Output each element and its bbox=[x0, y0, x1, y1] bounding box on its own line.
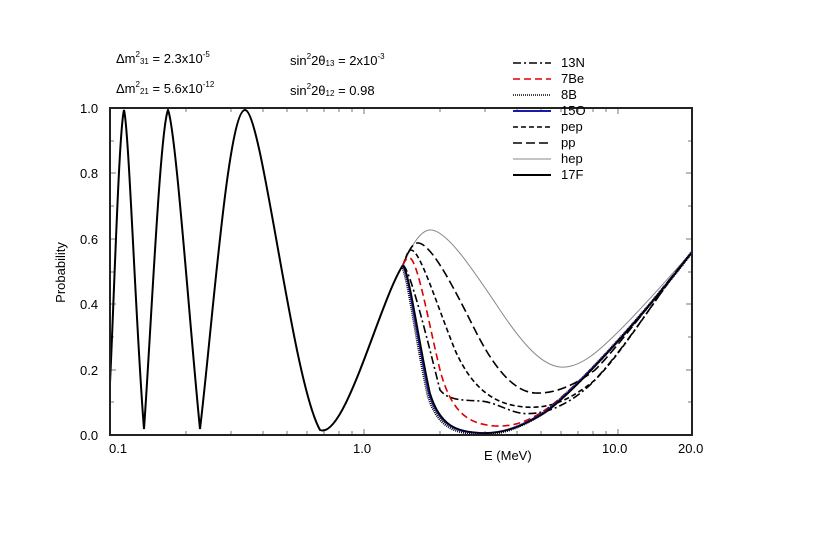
y-ticks bbox=[110, 140, 692, 403]
param-value: = 5.6x10 bbox=[152, 81, 203, 96]
x-tick-1-0: 1.0 bbox=[353, 441, 372, 456]
param-sup: 2 bbox=[306, 82, 312, 91]
param-value: = 2.3x10 bbox=[152, 51, 203, 66]
legend-label-pp: pp bbox=[561, 135, 576, 150]
param-sin13: sin22θ13 = 2x10-3 bbox=[290, 52, 385, 68]
legend-samples bbox=[513, 62, 551, 176]
param-sup: 2 bbox=[135, 50, 140, 59]
param-symbol: Δm bbox=[116, 51, 136, 66]
param-sub: 21 bbox=[139, 87, 149, 96]
param-value: = 2x10 bbox=[338, 53, 378, 68]
param-angle: 2θ bbox=[311, 83, 326, 98]
param-sup: 2 bbox=[306, 52, 312, 61]
series-15O bbox=[402, 251, 693, 435]
plot-frame bbox=[109, 107, 693, 436]
param-value: = 0.98 bbox=[338, 83, 375, 98]
legend-label-7Be: 7Be bbox=[561, 71, 585, 86]
legend-label-17F: 17F bbox=[561, 167, 584, 182]
series-13N bbox=[402, 251, 693, 415]
param-exp: -12 bbox=[202, 80, 215, 89]
legend-label-pep: pep bbox=[561, 119, 583, 134]
series-pp bbox=[402, 242, 693, 394]
y-axis-title: Probability bbox=[52, 242, 68, 303]
param-sub: 13 bbox=[325, 59, 335, 68]
y-tick-0-2: 0.2 bbox=[80, 363, 99, 378]
param-symbol: sin bbox=[290, 53, 307, 68]
x-axis-title: E (MeV) bbox=[484, 448, 532, 463]
x-tick-10-0: 10.0 bbox=[602, 441, 628, 456]
x-minor-ticks bbox=[185, 108, 619, 435]
param-sin12: sin22θ12 = 0.98 bbox=[290, 82, 375, 98]
param-sub: 12 bbox=[325, 89, 335, 98]
y-tick-0-6: 0.6 bbox=[80, 232, 99, 247]
legend-label-hep: hep bbox=[561, 151, 583, 166]
series-hep bbox=[402, 229, 693, 368]
legend-label-8B: 8B bbox=[561, 87, 577, 102]
param-symbol: sin bbox=[290, 83, 307, 98]
param-angle: 2θ bbox=[311, 53, 326, 68]
series-7Be bbox=[402, 251, 693, 427]
series-8B bbox=[400, 251, 694, 436]
y-tick-1-0: 1.0 bbox=[80, 101, 99, 116]
y-tick-0-8: 0.8 bbox=[80, 166, 99, 181]
param-exp: -3 bbox=[377, 52, 385, 61]
series-17F bbox=[402, 251, 693, 434]
param-sup: 2 bbox=[135, 80, 140, 89]
param-dm31: Δm231 = 2.3x10-5 bbox=[116, 50, 210, 66]
param-dm21: Δm221 = 5.6x10-12 bbox=[116, 80, 214, 96]
y-tick-0-4: 0.4 bbox=[80, 297, 99, 312]
y-tick-0: 0.0 bbox=[80, 428, 99, 443]
param-symbol: Δm bbox=[116, 81, 136, 96]
x-tick-20-0: 20.0 bbox=[678, 441, 704, 456]
series-shared-low-energy bbox=[109, 107, 404, 432]
series-pep bbox=[402, 249, 693, 409]
legend-label-15O: 15O bbox=[561, 103, 586, 118]
x-tick-0-1: 0.1 bbox=[109, 441, 128, 456]
param-sub: 31 bbox=[139, 57, 149, 66]
legend-label-13N: 13N bbox=[561, 55, 585, 70]
param-exp: -5 bbox=[202, 50, 210, 59]
